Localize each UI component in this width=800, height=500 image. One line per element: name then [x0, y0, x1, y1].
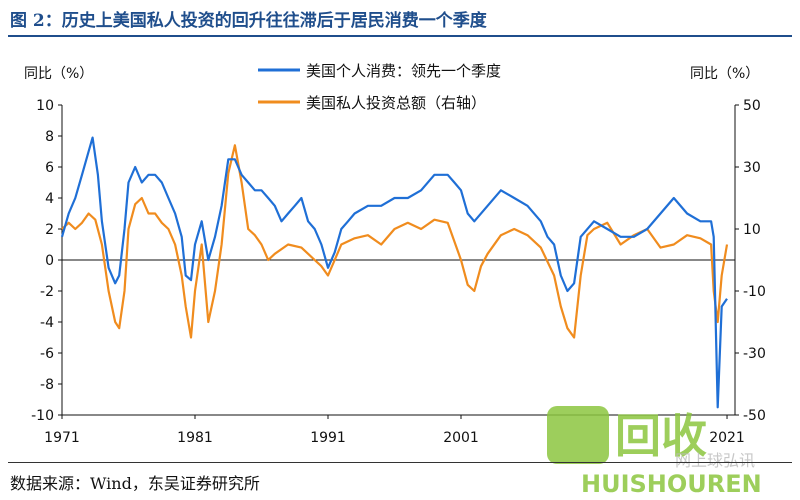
left-tick-label: 6 — [45, 160, 54, 176]
left-tick-label: -10 — [31, 408, 54, 424]
series-line-investment — [61, 144, 729, 339]
legend-label-consumption: 美国个人消费：领先一个季度 — [306, 62, 501, 80]
series-line-consumption — [60, 136, 728, 409]
watermark-logo: 回收 网上球弘讯 HUISHOUREN — [547, 406, 762, 497]
left-tick-label: 4 — [45, 191, 54, 207]
left-tick-label: -8 — [40, 377, 54, 393]
left-tick-label: -4 — [40, 315, 54, 331]
right-tick-label: 50 — [743, 98, 761, 114]
right-tick-label: -10 — [743, 284, 766, 300]
watermark-badge — [547, 406, 609, 464]
left-axis-label: 同比（%） — [24, 66, 93, 82]
right-tick-label: 10 — [743, 222, 761, 238]
right-axis-label: 同比（%） — [690, 66, 759, 82]
watermark-site-text: 网上球弘讯 — [675, 451, 755, 470]
footer-divider — [8, 462, 792, 463]
left-tick-label: 2 — [45, 222, 54, 238]
left-tick-label: 8 — [45, 129, 54, 145]
x-tick-label: 2001 — [443, 430, 479, 446]
source-note: 数据来源：Wind，东吴证券研究所 — [10, 474, 260, 493]
x-tick-label: 1981 — [177, 430, 213, 446]
left-tick-label: -6 — [40, 346, 54, 362]
left-tick-label: -2 — [40, 284, 54, 300]
right-tick-label: -50 — [743, 408, 766, 424]
legend-label-investment: 美国私人投资总额（右轴） — [306, 94, 486, 112]
right-tick-label: -30 — [743, 346, 766, 362]
right-tick-label: 30 — [743, 160, 761, 176]
chart-title: 图 2：历史上美国私人投资的回升往往滞后于居民消费一个季度 — [10, 11, 487, 31]
watermark-logo-text: 回收 — [615, 409, 707, 463]
left-tick-label: 0 — [45, 253, 54, 269]
x-tick-label: 2021 — [709, 430, 745, 446]
left-tick-label: 10 — [36, 98, 54, 114]
x-tick-label: 1991 — [310, 430, 346, 446]
watermark-sub-text: HUISHOUREN — [581, 470, 762, 497]
title-divider — [8, 35, 792, 37]
x-tick-label: 1971 — [44, 430, 80, 446]
